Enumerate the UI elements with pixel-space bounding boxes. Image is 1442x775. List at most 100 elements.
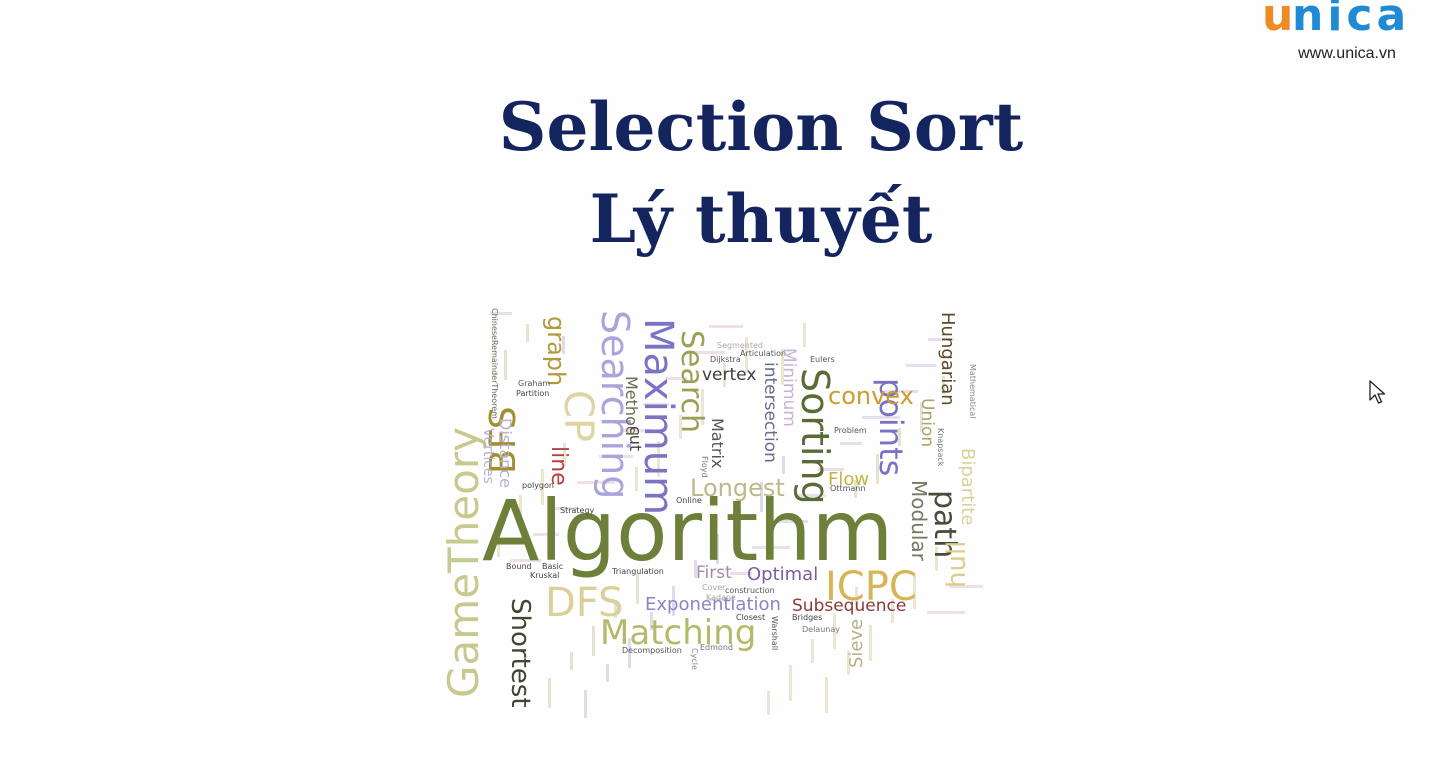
word-cloud-word: Search [674, 330, 709, 433]
word-cloud-word: convex [828, 382, 914, 410]
word-cloud-filler [833, 613, 836, 649]
word-cloud-word: Mathematical [968, 364, 977, 419]
word-cloud-word: line [546, 446, 571, 486]
word-cloud-word: BFS [483, 406, 524, 474]
word-cloud-word: Closest [736, 613, 765, 622]
word-cloud-filler [708, 598, 734, 601]
word-cloud-word: Knapsack [936, 428, 945, 467]
word-cloud-filler [694, 560, 697, 578]
word-cloud-filler [519, 495, 522, 519]
word-cloud-word: construction [725, 586, 775, 595]
word-cloud-word: Modular [907, 480, 931, 562]
word-cloud-filler [782, 456, 785, 474]
word-cloud-filler [563, 443, 566, 467]
word-cloud-filler [920, 402, 923, 432]
word-cloud-word: intersection [760, 362, 780, 463]
word-cloud-filler [504, 350, 507, 380]
word-cloud-word: vertex [702, 365, 756, 385]
word-cloud-word: Kadane [706, 593, 736, 602]
word-cloud-word: Problem [834, 426, 867, 435]
word-cloud-filler [935, 547, 938, 571]
word-cloud-word: Bridges [792, 613, 822, 622]
word-cloud-word: Longest [690, 474, 785, 502]
word-cloud-filler [738, 508, 741, 526]
word-cloud-word: cut [626, 426, 645, 451]
word-cloud-filler [869, 625, 872, 661]
word-cloud-filler [599, 455, 633, 458]
word-cloud-filler [570, 652, 573, 670]
word-cloud-filler [606, 664, 609, 682]
word-cloud-word: Cycle [690, 648, 699, 670]
word-cloud-filler [745, 337, 748, 373]
word-cloud-word: Strategy [560, 506, 595, 515]
unica-logo[interactable]: u nica www.unica.vn [1258, 0, 1428, 70]
word-cloud-filler [949, 585, 983, 588]
word-cloud-filler [562, 336, 565, 354]
word-cloud-word: Searching [593, 310, 637, 499]
word-cloud-filler [847, 651, 850, 675]
word-cloud-word: ChineseRemainderTheorem [490, 308, 499, 419]
word-cloud-word: Vertices [480, 428, 496, 484]
word-cloud-filler [636, 574, 639, 604]
word-cloud-word: Basic [542, 562, 563, 571]
word-cloud-filler [709, 325, 743, 328]
word-cloud-filler [796, 494, 826, 497]
word-cloud-word: CP [555, 390, 601, 442]
word-cloud-filler [672, 586, 675, 616]
word-cloud-word: Online [676, 496, 702, 505]
word-cloud-filler [490, 312, 512, 315]
word-cloud-filler [665, 377, 687, 380]
word-cloud-filler [621, 429, 651, 432]
word-cloud-word: polygon [522, 481, 554, 490]
word-cloud-filler [884, 390, 918, 393]
word-cloud-word: Eulers [810, 355, 835, 364]
word-cloud-word: Sorting [793, 368, 837, 505]
word-cloud-word: Hungarian [937, 312, 958, 406]
word-cloud-filler [584, 690, 587, 718]
word-cloud-word: graph [542, 316, 570, 386]
word-cloud-word: Minimum [779, 348, 799, 427]
word-cloud-filler [898, 428, 901, 446]
word-cloud-filler [628, 638, 631, 668]
word-cloud-filler [716, 534, 719, 564]
page-title: Selection Sort [498, 88, 1024, 166]
word-cloud-word: Optimal [747, 564, 818, 585]
word-cloud-filler [752, 546, 790, 549]
word-cloud-filler [825, 677, 828, 713]
word-cloud-filler [927, 611, 965, 614]
word-cloud-filler [701, 389, 704, 425]
word-cloud-word: Triangulation [611, 567, 664, 576]
word-cloud-word: Segmented [717, 341, 763, 350]
word-cloud-filler [760, 482, 763, 512]
mouse-pointer-icon [1369, 380, 1386, 404]
word-cloud-filler [789, 665, 792, 701]
word-cloud-word: Matching [600, 613, 756, 653]
word-cloud-filler [906, 364, 936, 367]
word-cloud-word: Algorithm [482, 482, 893, 580]
word-cloud-filler [891, 599, 894, 623]
word-cloud-word: Union [917, 398, 937, 447]
word-cloud-filler [781, 349, 784, 385]
word-cloud-word: DFS [545, 580, 624, 626]
word-cloud-filler [767, 691, 770, 715]
word-cloud-word: Flow [828, 469, 869, 490]
word-cloud-word: Partition [516, 389, 549, 398]
word-cloud-word: Bound [506, 562, 532, 571]
word-cloud-word: Kruskal [530, 571, 559, 580]
word-cloud-word: path [927, 490, 962, 558]
word-cloud-word: Bipartite [957, 448, 978, 525]
word-cloud-filler [548, 678, 551, 708]
word-cloud-word: Sieve [846, 619, 867, 668]
word-cloud-filler [854, 480, 857, 498]
word-cloud-word: Dijkstra [710, 355, 741, 364]
word-cloud-filler [855, 587, 858, 611]
word-cloud-filler [592, 626, 595, 656]
word-cloud-filler [541, 469, 544, 505]
word-cloud-filler [679, 415, 682, 439]
svg-text:nica: nica [1292, 0, 1410, 41]
word-cloud-filler [511, 559, 541, 562]
word-cloud-filler [657, 441, 660, 477]
word-cloud-word: First [696, 563, 732, 583]
word-cloud-filler [840, 442, 862, 445]
